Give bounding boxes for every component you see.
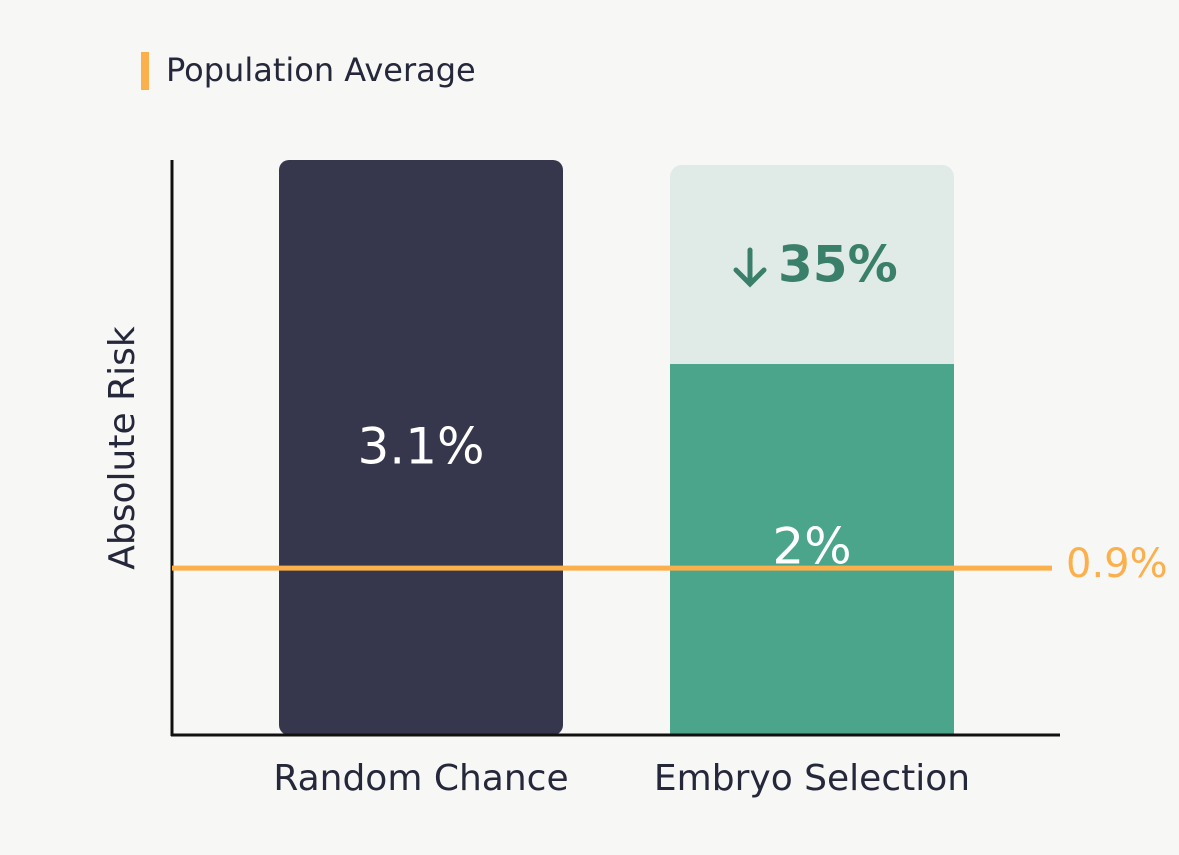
x-tick-label: Random Chance xyxy=(273,758,568,799)
y-axis-label: Absolute Risk xyxy=(102,326,143,570)
x-tick-label: Embryo Selection xyxy=(654,758,970,799)
down-arrow-icon xyxy=(733,247,767,288)
reduction-annotation: 35% xyxy=(778,236,898,294)
bar xyxy=(279,160,563,735)
legend-label: Population Average xyxy=(166,51,476,89)
bar xyxy=(670,364,954,735)
legend-swatch xyxy=(141,52,149,90)
reference-label: 0.9% xyxy=(1066,541,1168,587)
value-label: 3.1% xyxy=(357,418,484,476)
